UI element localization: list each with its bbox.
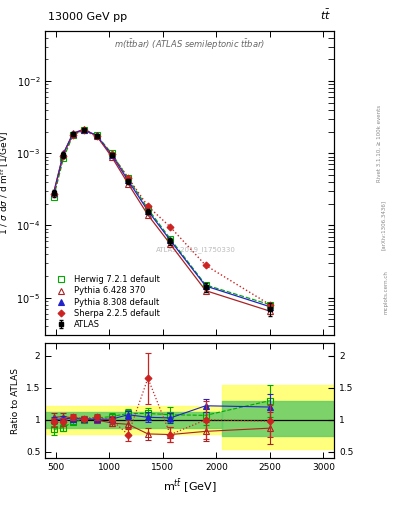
- Sherpa 2.2.5 default: [109, 151, 114, 157]
- Pythia 8.308 default: [268, 304, 272, 310]
- Herwig 7.2.1 default: [126, 175, 130, 181]
- Sherpa 2.2.5 default: [71, 132, 75, 138]
- Herwig 7.2.1 default: [168, 236, 173, 242]
- Sherpa 2.2.5 default: [203, 262, 208, 268]
- Text: $t\bar{t}$: $t\bar{t}$: [320, 7, 331, 22]
- Sherpa 2.2.5 default: [145, 203, 150, 209]
- Line: Pythia 8.308 default: Pythia 8.308 default: [51, 127, 273, 309]
- Pythia 8.308 default: [126, 178, 130, 184]
- Text: m(t$\bar{t}$bar) (ATLAS semileptonic t$\bar{t}$bar): m(t$\bar{t}$bar) (ATLAS semileptonic t$\…: [114, 37, 265, 52]
- Pythia 8.308 default: [109, 152, 114, 158]
- Line: Herwig 7.2.1 default: Herwig 7.2.1 default: [51, 127, 273, 307]
- Herwig 7.2.1 default: [51, 194, 56, 200]
- Herwig 7.2.1 default: [203, 282, 208, 288]
- Pythia 8.308 default: [168, 238, 173, 244]
- Pythia 8.308 default: [145, 208, 150, 214]
- Text: ATLAS_2019_I1750330: ATLAS_2019_I1750330: [156, 247, 235, 253]
- Sherpa 2.2.5 default: [94, 133, 99, 139]
- Pythia 6.428 370: [71, 130, 75, 136]
- Pythia 6.428 370: [268, 308, 272, 314]
- Y-axis label: 1 / $\sigma$ d$\sigma$ / d m$^{t\bar{t}}$ [1/GeV]: 1 / $\sigma$ d$\sigma$ / d m$^{t\bar{t}}…: [0, 131, 11, 235]
- Line: Pythia 6.428 370: Pythia 6.428 370: [51, 126, 273, 314]
- Pythia 6.428 370: [126, 181, 130, 187]
- Sherpa 2.2.5 default: [126, 175, 130, 181]
- Sherpa 2.2.5 default: [168, 224, 173, 230]
- Herwig 7.2.1 default: [94, 132, 99, 138]
- Herwig 7.2.1 default: [71, 132, 75, 138]
- Sherpa 2.2.5 default: [81, 127, 86, 134]
- Pythia 8.308 default: [203, 283, 208, 289]
- Text: mcplots.cern.ch: mcplots.cern.ch: [384, 270, 388, 314]
- Pythia 8.308 default: [94, 132, 99, 138]
- Herwig 7.2.1 default: [61, 155, 66, 161]
- Pythia 6.428 370: [81, 126, 86, 133]
- Herwig 7.2.1 default: [81, 127, 86, 133]
- Pythia 8.308 default: [81, 126, 86, 133]
- Text: Rivet 3.1.10, ≥ 100k events: Rivet 3.1.10, ≥ 100k events: [377, 105, 382, 182]
- Pythia 6.428 370: [168, 241, 173, 247]
- Pythia 6.428 370: [94, 133, 99, 139]
- Herwig 7.2.1 default: [268, 302, 272, 308]
- Sherpa 2.2.5 default: [51, 191, 56, 198]
- Pythia 6.428 370: [109, 154, 114, 160]
- Y-axis label: Ratio to ATLAS: Ratio to ATLAS: [11, 368, 20, 434]
- Sherpa 2.2.5 default: [61, 153, 66, 159]
- X-axis label: m$^{t\bar{t}}$ [GeV]: m$^{t\bar{t}}$ [GeV]: [163, 478, 217, 495]
- Pythia 6.428 370: [203, 288, 208, 294]
- Pythia 6.428 370: [51, 189, 56, 195]
- Pythia 8.308 default: [71, 131, 75, 137]
- Sherpa 2.2.5 default: [268, 302, 272, 308]
- Pythia 6.428 370: [61, 150, 66, 156]
- Pythia 6.428 370: [145, 212, 150, 218]
- Text: 13000 GeV pp: 13000 GeV pp: [48, 12, 127, 22]
- Line: Sherpa 2.2.5 default: Sherpa 2.2.5 default: [51, 128, 272, 307]
- Legend: Herwig 7.2.1 default, Pythia 6.428 370, Pythia 8.308 default, Sherpa 2.2.5 defau: Herwig 7.2.1 default, Pythia 6.428 370, …: [50, 273, 162, 331]
- Text: [arXiv:1306.3436]: [arXiv:1306.3436]: [381, 200, 386, 250]
- Pythia 8.308 default: [51, 190, 56, 196]
- Pythia 8.308 default: [61, 151, 66, 157]
- Herwig 7.2.1 default: [109, 150, 114, 156]
- Herwig 7.2.1 default: [145, 206, 150, 212]
